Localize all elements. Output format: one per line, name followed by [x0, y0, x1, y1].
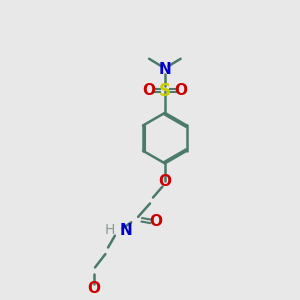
Text: O: O: [149, 214, 162, 229]
Text: O: O: [175, 83, 188, 98]
Text: S: S: [159, 82, 171, 100]
Text: N: N: [158, 62, 171, 77]
Text: O: O: [142, 83, 155, 98]
Text: O: O: [87, 281, 100, 296]
Text: N: N: [119, 223, 132, 238]
Text: H: H: [105, 223, 115, 237]
Text: O: O: [158, 174, 171, 189]
